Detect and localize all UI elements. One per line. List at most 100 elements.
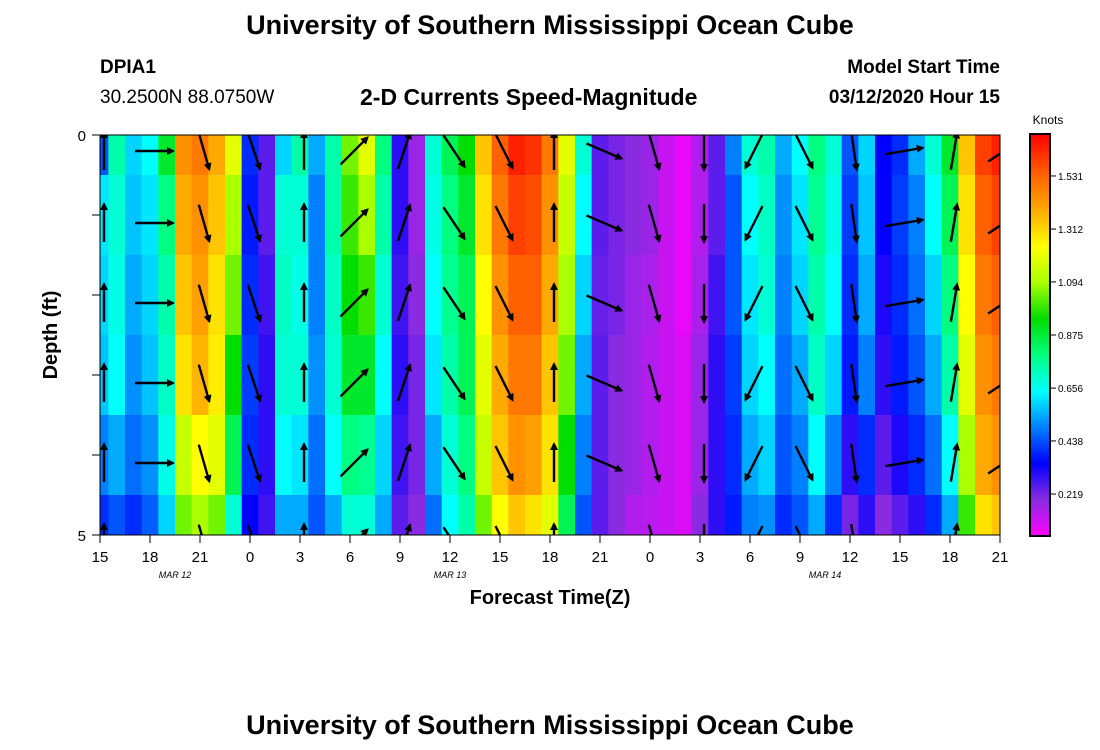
current-arrow <box>360 528 369 535</box>
current-arrow <box>339 208 369 238</box>
heatmap-cell <box>341 495 359 535</box>
heatmap-cell <box>641 415 659 496</box>
heatmap-cell <box>325 175 343 256</box>
heatmap-cell <box>891 495 909 535</box>
heatmap-cell <box>141 335 159 416</box>
colorbar-tick-label: 0.219 <box>1058 490 1083 501</box>
heatmap-cell <box>975 175 993 256</box>
heatmap-cell <box>508 415 526 496</box>
heatmap-cell <box>741 415 759 496</box>
heatmap-cell <box>891 255 909 336</box>
heatmap-cell <box>308 415 326 496</box>
heatmap-cell <box>608 175 626 256</box>
heatmap-cell <box>941 255 959 336</box>
heatmap-cell <box>525 415 543 496</box>
heatmap-cell <box>725 335 743 416</box>
heatmap-cell <box>725 495 743 535</box>
current-arrow <box>247 135 262 171</box>
heatmap-cell <box>991 415 1000 496</box>
heatmap-cell <box>425 415 443 496</box>
current-arrow <box>396 135 412 170</box>
x-tick-label: 12 <box>442 549 459 566</box>
current-arrow <box>987 224 1000 235</box>
current-arrow <box>647 444 662 484</box>
heatmap-cell <box>708 255 726 336</box>
heatmap-cell <box>875 335 893 416</box>
current-arrow <box>396 283 412 322</box>
heatmap-cell <box>100 495 109 535</box>
heatmap-cell <box>825 495 843 535</box>
heatmap-cell <box>508 175 526 256</box>
heatmap-cell <box>541 335 559 416</box>
heatmap-cell <box>858 135 876 176</box>
heatmap-cell <box>441 495 459 535</box>
heatmap-cell <box>125 255 143 336</box>
current-arrow <box>885 296 925 308</box>
heatmap-cell <box>258 255 276 336</box>
heatmap-cell <box>758 135 776 176</box>
heatmap-cell <box>575 415 593 496</box>
x-tick-label: 18 <box>542 549 559 566</box>
heatmap-cell <box>325 415 343 496</box>
current-arrow <box>586 294 624 312</box>
heatmap-cell <box>225 175 243 256</box>
heatmap-cell <box>608 415 626 496</box>
heatmap-cell <box>158 415 176 496</box>
heatmap-cell <box>925 135 943 176</box>
current-arrow <box>396 203 412 242</box>
heatmap-cell <box>125 335 143 416</box>
heatmap-cell <box>375 415 393 496</box>
station-id: DPIA1 <box>100 57 156 78</box>
current-arrow <box>494 525 502 535</box>
heatmap-cell <box>958 415 976 496</box>
heatmap-cell <box>175 255 193 336</box>
heatmap-cell <box>958 335 976 416</box>
heatmap-cell <box>558 255 576 336</box>
heatmap-cell <box>391 255 409 336</box>
chart-title: 2-D Currents Speed-Magnitude <box>360 84 698 110</box>
heatmap-cell <box>608 255 626 336</box>
heatmap-cell <box>408 495 426 535</box>
x-axis-label: Forecast Time(Z) <box>470 587 631 609</box>
current-arrow <box>794 135 814 170</box>
heatmap-cell <box>841 415 859 496</box>
heatmap-cell <box>341 255 359 336</box>
heatmap-cell <box>758 495 776 535</box>
current-arrow <box>246 204 262 243</box>
heatmap-cell <box>841 175 859 256</box>
current-arrow <box>396 363 412 402</box>
heatmap-cell <box>658 135 676 176</box>
heatmap-cell <box>625 335 643 416</box>
x-tick-label: 6 <box>346 549 354 566</box>
heatmap-cell <box>825 415 843 496</box>
heatmap-cell <box>308 135 326 176</box>
colorbar <box>1029 133 1051 537</box>
y-axis-label: Depth (ft) <box>40 291 62 380</box>
heatmap-cell <box>841 335 859 416</box>
heatmap-cell <box>508 255 526 336</box>
heatmap-cell <box>458 335 476 416</box>
heatmap-cell <box>325 495 343 535</box>
heatmap-cell <box>341 415 359 496</box>
heatmap-cell <box>108 135 126 176</box>
heatmap-cell <box>358 495 376 535</box>
current-arrow <box>494 445 514 482</box>
heatmap-cell <box>175 175 193 256</box>
heatmap-cell <box>625 255 643 336</box>
heatmap-cell <box>608 335 626 416</box>
current-arrow <box>339 448 369 478</box>
heatmap-cell <box>275 415 293 496</box>
heatmap-cell <box>475 175 493 256</box>
heatmap-cell <box>258 415 276 496</box>
heatmap-cell <box>791 135 809 176</box>
model-start-value: 03/12/2020 Hour 15 <box>828 87 1000 108</box>
heatmap-cell <box>591 255 609 336</box>
heatmap-cell <box>408 135 426 176</box>
heatmap-cell <box>525 255 543 336</box>
x-tick-label: 15 <box>492 549 509 566</box>
heatmap-cell <box>641 335 659 416</box>
heatmap-cell <box>825 135 843 176</box>
heatmap-cell <box>158 495 176 535</box>
current-arrow <box>987 152 1000 163</box>
